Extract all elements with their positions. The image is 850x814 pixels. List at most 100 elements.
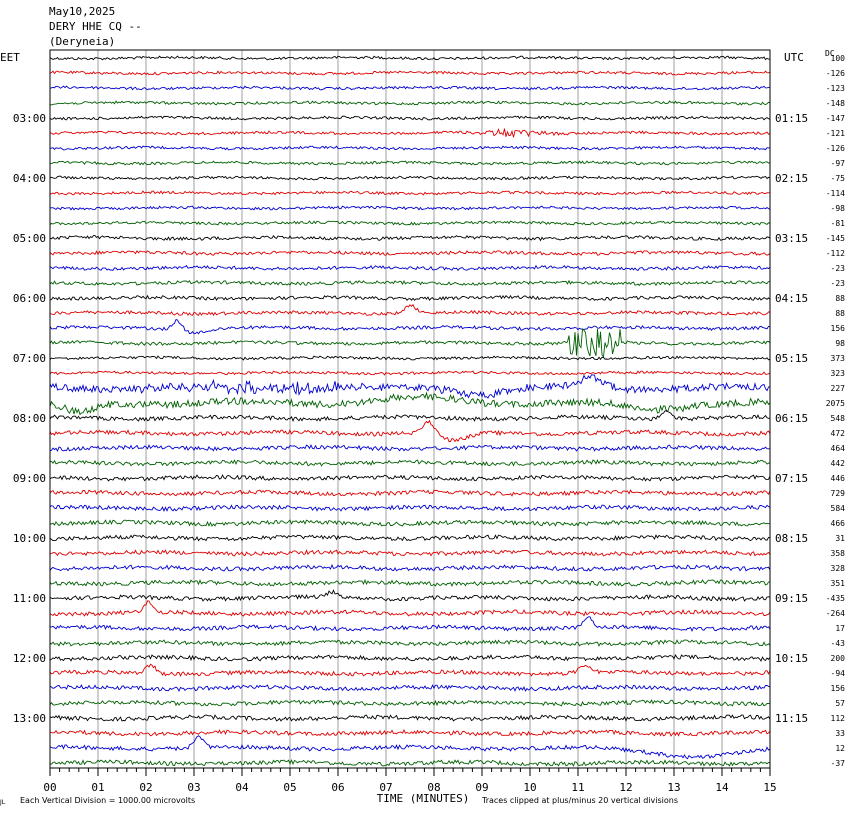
dc-offset-label: 328 bbox=[831, 564, 846, 573]
trace-line-20 bbox=[49, 328, 771, 359]
dc-offset-label: 57 bbox=[835, 699, 845, 708]
x-axis-title: TIME (MINUTES) bbox=[377, 792, 470, 805]
trace-line-14 bbox=[49, 249, 771, 257]
dc-offset-label: -23 bbox=[831, 264, 846, 273]
x-tick-label: 02 bbox=[139, 781, 152, 794]
dc-offset-label: -435 bbox=[826, 594, 845, 603]
dc-offset-label: 584 bbox=[831, 504, 846, 513]
right-hour-label: 04:15 bbox=[775, 292, 808, 305]
trace-line-41 bbox=[49, 653, 771, 662]
right-hour-label: 06:15 bbox=[775, 412, 808, 425]
trace-line-4 bbox=[49, 100, 771, 106]
x-tick-label: 01 bbox=[91, 781, 104, 794]
trace-lines bbox=[49, 55, 771, 767]
dc-offset-label: 100 bbox=[831, 54, 846, 63]
dc-offset-label: 156 bbox=[831, 684, 846, 693]
trace-line-27 bbox=[49, 443, 771, 453]
right-hour-label: 09:15 bbox=[775, 592, 808, 605]
dc-offset-label: 323 bbox=[831, 369, 846, 378]
left-hour-label: 05:00 bbox=[13, 232, 46, 245]
dc-offset-label: -147 bbox=[826, 114, 845, 123]
trace-line-9 bbox=[49, 175, 771, 181]
logo-mark: JL bbox=[0, 799, 6, 806]
trace-line-40 bbox=[49, 639, 771, 647]
dc-offset-label: -23 bbox=[831, 279, 846, 288]
right-hour-label: 11:15 bbox=[775, 712, 808, 725]
trace-line-25 bbox=[49, 410, 771, 422]
dc-offset-label: 12 bbox=[835, 744, 845, 753]
trace-line-16 bbox=[49, 279, 771, 287]
dc-offset-label: 156 bbox=[831, 324, 846, 333]
right-hour-label: 01:15 bbox=[775, 112, 808, 125]
trace-line-6 bbox=[49, 128, 771, 138]
left-hour-label: 12:00 bbox=[13, 652, 46, 665]
dc-offset-label: 33 bbox=[835, 729, 845, 738]
dc-offset-label: 200 bbox=[831, 654, 846, 663]
left-hour-label: 11:00 bbox=[13, 592, 46, 605]
dc-offset-label: -126 bbox=[826, 69, 845, 78]
dc-offset-label: -75 bbox=[831, 174, 846, 183]
trace-line-36 bbox=[49, 578, 771, 587]
trace-line-24 bbox=[49, 391, 771, 416]
trace-line-33 bbox=[49, 534, 771, 542]
right-hour-label: 07:15 bbox=[775, 472, 808, 485]
x-tick-label: 14 bbox=[715, 781, 729, 794]
dc-offset-label: -148 bbox=[826, 99, 845, 108]
x-tick-label: 08 bbox=[427, 781, 440, 794]
dc-offset-label: 548 bbox=[831, 414, 846, 423]
trace-line-3 bbox=[49, 85, 771, 91]
trace-line-11 bbox=[49, 205, 771, 211]
dc-offset-label: -112 bbox=[826, 249, 845, 258]
trace-line-43 bbox=[49, 684, 771, 693]
trace-line-32 bbox=[49, 519, 771, 527]
dc-offset-label: 358 bbox=[831, 549, 846, 558]
trace-line-45 bbox=[49, 714, 771, 722]
right-hour-label: 10:15 bbox=[775, 652, 808, 665]
dc-offset-label: 112 bbox=[831, 714, 846, 723]
dc-offset-label: 729 bbox=[831, 489, 846, 498]
trace-line-37 bbox=[49, 589, 771, 602]
x-tick-label: 11 bbox=[571, 781, 584, 794]
dc-offset-label: 88 bbox=[835, 294, 845, 303]
x-tick-label: 15 bbox=[763, 781, 776, 794]
x-tick-label: 09 bbox=[475, 781, 488, 794]
trace-line-1 bbox=[49, 55, 771, 61]
chart-location: (Deryneia) bbox=[49, 35, 116, 48]
left-hour-label: 04:00 bbox=[13, 172, 46, 185]
footer-scale-note: Each Vertical Division = 1000.00 microvo… bbox=[20, 796, 195, 805]
right-hour-label: 05:15 bbox=[775, 352, 808, 365]
dc-offset-label: 88 bbox=[835, 309, 845, 318]
dc-offset-label: 17 bbox=[835, 624, 845, 633]
x-tick-label: 00 bbox=[43, 781, 56, 794]
trace-line-47 bbox=[49, 735, 771, 760]
dc-offset-label: 466 bbox=[831, 519, 846, 528]
right-hour-label: 08:15 bbox=[775, 532, 808, 545]
right-axis-label: UTC bbox=[784, 51, 804, 64]
dc-offset-label: 31 bbox=[835, 534, 845, 543]
trace-line-30 bbox=[49, 489, 771, 497]
dc-offset-label: -126 bbox=[826, 144, 845, 153]
trace-line-2 bbox=[49, 70, 771, 76]
dc-offset-label: -123 bbox=[826, 84, 845, 93]
trace-line-21 bbox=[49, 355, 771, 361]
dc-offset-label: -81 bbox=[831, 219, 846, 228]
dc-offset-label: 442 bbox=[831, 459, 846, 468]
x-tick-label: 12 bbox=[619, 781, 632, 794]
trace-line-8 bbox=[50, 160, 770, 166]
dc-offset-label: -121 bbox=[826, 129, 845, 138]
trace-line-12 bbox=[49, 220, 771, 226]
trace-line-10 bbox=[49, 190, 770, 196]
trace-line-23 bbox=[49, 374, 771, 399]
x-tick-label: 07 bbox=[379, 781, 392, 794]
dc-offset-label: -43 bbox=[831, 639, 846, 648]
left-hour-label: 09:00 bbox=[13, 472, 46, 485]
left-hour-label: 13:00 bbox=[13, 712, 46, 725]
trace-line-44 bbox=[49, 699, 771, 707]
left-hour-label: 06:00 bbox=[13, 292, 46, 305]
trace-line-46 bbox=[50, 728, 771, 737]
dc-offset-label: -94 bbox=[831, 669, 846, 678]
grid-lines bbox=[49, 50, 771, 776]
left-hour-label: 10:00 bbox=[13, 532, 46, 545]
right-hour-label: 02:15 bbox=[775, 172, 808, 185]
left-hour-label: 03:00 bbox=[13, 112, 46, 125]
